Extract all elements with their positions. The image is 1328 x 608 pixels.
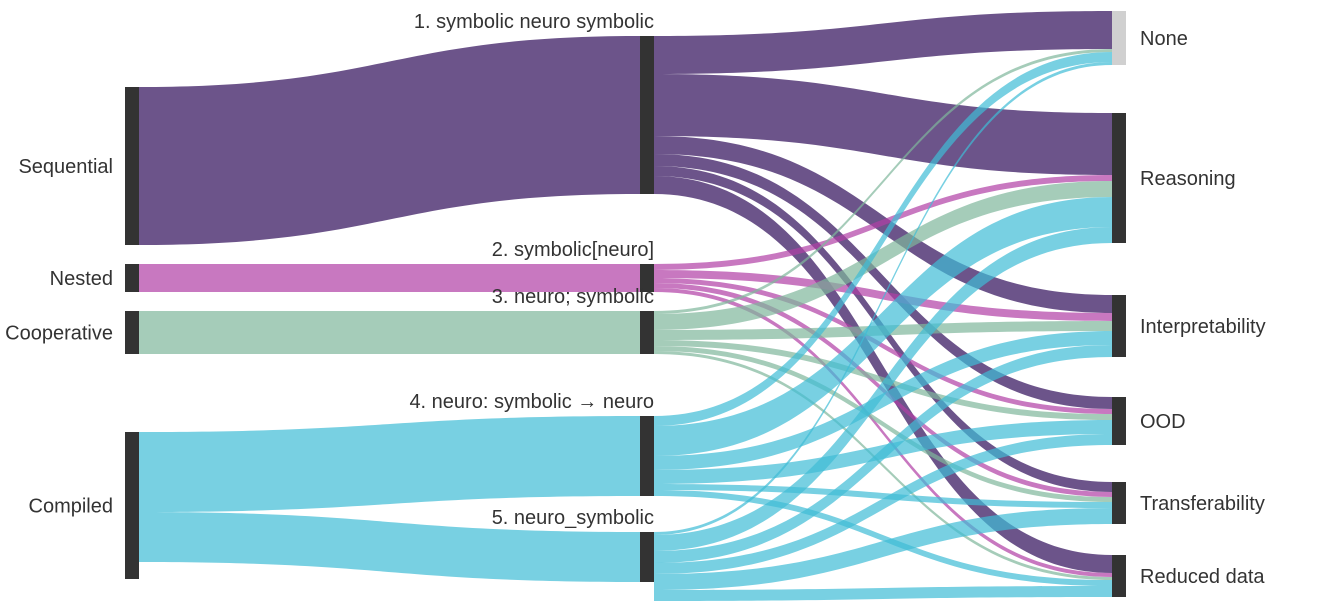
flow-cooperative-m3 <box>139 311 640 354</box>
label-interp: Interpretability <box>1140 316 1266 338</box>
label-transfer: Transferability <box>1140 493 1265 515</box>
node-compiled <box>125 432 139 579</box>
label-m5: 5. neuro_symbolic <box>492 507 654 529</box>
label-nested: Nested <box>50 268 113 290</box>
label-m2: 2. symbolic[neuro] <box>492 239 654 261</box>
node-m3 <box>640 311 654 354</box>
label-sequential: Sequential <box>18 156 113 178</box>
node-ood <box>1112 397 1126 445</box>
node-nested <box>125 264 139 292</box>
label-m1: 1. symbolic neuro symbolic <box>414 11 654 33</box>
node-m1 <box>640 36 654 194</box>
node-transfer <box>1112 482 1126 524</box>
node-interp <box>1112 295 1126 357</box>
node-none <box>1112 11 1126 65</box>
flow-sequential-m1 <box>139 36 640 245</box>
flow-m1-reason <box>654 74 1112 175</box>
label-reason: Reasoning <box>1140 168 1236 190</box>
node-reduced <box>1112 555 1126 597</box>
label-m4: 4. neuro: symbolic → neuro <box>409 391 654 413</box>
flow-m1-none <box>654 11 1112 74</box>
label-cooperative: Cooperative <box>5 323 113 345</box>
node-m4 <box>640 416 654 496</box>
label-compiled: Compiled <box>29 496 113 518</box>
flow-compiled-m4 <box>139 416 640 512</box>
node-cooperative <box>125 311 139 354</box>
label-reduced: Reduced data <box>1140 566 1265 588</box>
node-reason <box>1112 113 1126 243</box>
label-m3: 3. neuro; symbolic <box>492 286 654 308</box>
label-none: None <box>1140 28 1188 50</box>
node-sequential <box>125 87 139 245</box>
flow-m5-reduced <box>654 586 1112 601</box>
node-m5 <box>640 532 654 582</box>
sankey-diagram: Sequential Nested Cooperative Compiled 1. sy… <box>0 0 1328 608</box>
label-ood: OOD <box>1140 411 1186 433</box>
